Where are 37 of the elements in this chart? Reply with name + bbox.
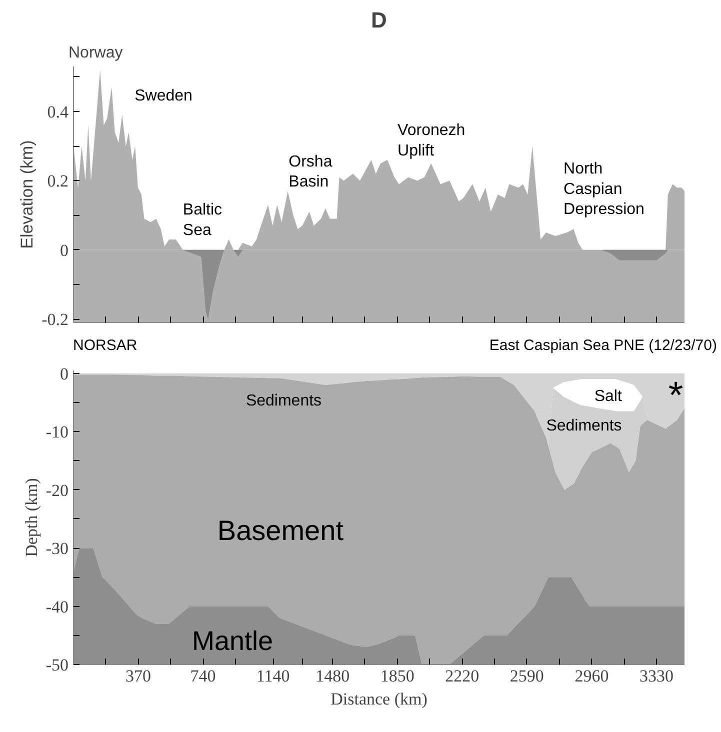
x-tick-label: 370 — [126, 666, 152, 686]
annotation: Voronezh Uplift — [398, 122, 466, 160]
annotation: Basement — [217, 515, 344, 546]
text: NORSAR — [73, 336, 138, 356]
annotation: Orsha Basin — [288, 153, 332, 191]
annotation: * — [668, 375, 684, 418]
annotation: Sediments — [546, 417, 622, 434]
annotation: Salt — [594, 388, 622, 406]
annotation: Mantle — [192, 626, 274, 656]
chart-title: D — [371, 8, 387, 32]
y-tick-label: 0.4 — [47, 102, 69, 122]
x-tick-label: 2590 — [510, 666, 544, 686]
y-tick-label: 0.2 — [47, 172, 68, 191]
annotation: Sediments — [246, 392, 322, 410]
y-tick-label: -50 — [46, 656, 69, 674]
x-tick-label: 1140 — [256, 666, 290, 686]
y-tick-label: -30 — [46, 539, 69, 558]
annotation: Sweden — [134, 87, 192, 104]
y-tick-label: -20 — [46, 480, 69, 500]
y-tick-label: -0.2 — [42, 310, 69, 330]
x-tick-label: 3330 — [639, 666, 674, 686]
x-axis-title: Distance (km) — [330, 690, 428, 708]
x-tick-label: 740 — [190, 666, 216, 686]
x-tick-label: 1850 — [380, 666, 414, 686]
text: East Caspian Sea PNE (12/23/70) — [489, 336, 717, 356]
x-tick-label: 2960 — [574, 666, 609, 686]
annotation: Baltic Sea — [182, 202, 222, 240]
x-tick-label: 1480 — [316, 666, 350, 686]
y-axis-title: Depth (km) — [22, 478, 41, 557]
annotation: North Caspian Depression — [564, 160, 644, 218]
y-axis-title: Elevation (km) — [18, 140, 37, 249]
x-tick-label: 2220 — [445, 666, 480, 686]
y-tick-label: 0 — [60, 240, 68, 260]
y-tick-label: -10 — [46, 422, 69, 442]
y-tick-label: 0 — [60, 364, 68, 384]
y-tick-label: -40 — [46, 597, 69, 616]
text: Norway — [68, 44, 123, 62]
